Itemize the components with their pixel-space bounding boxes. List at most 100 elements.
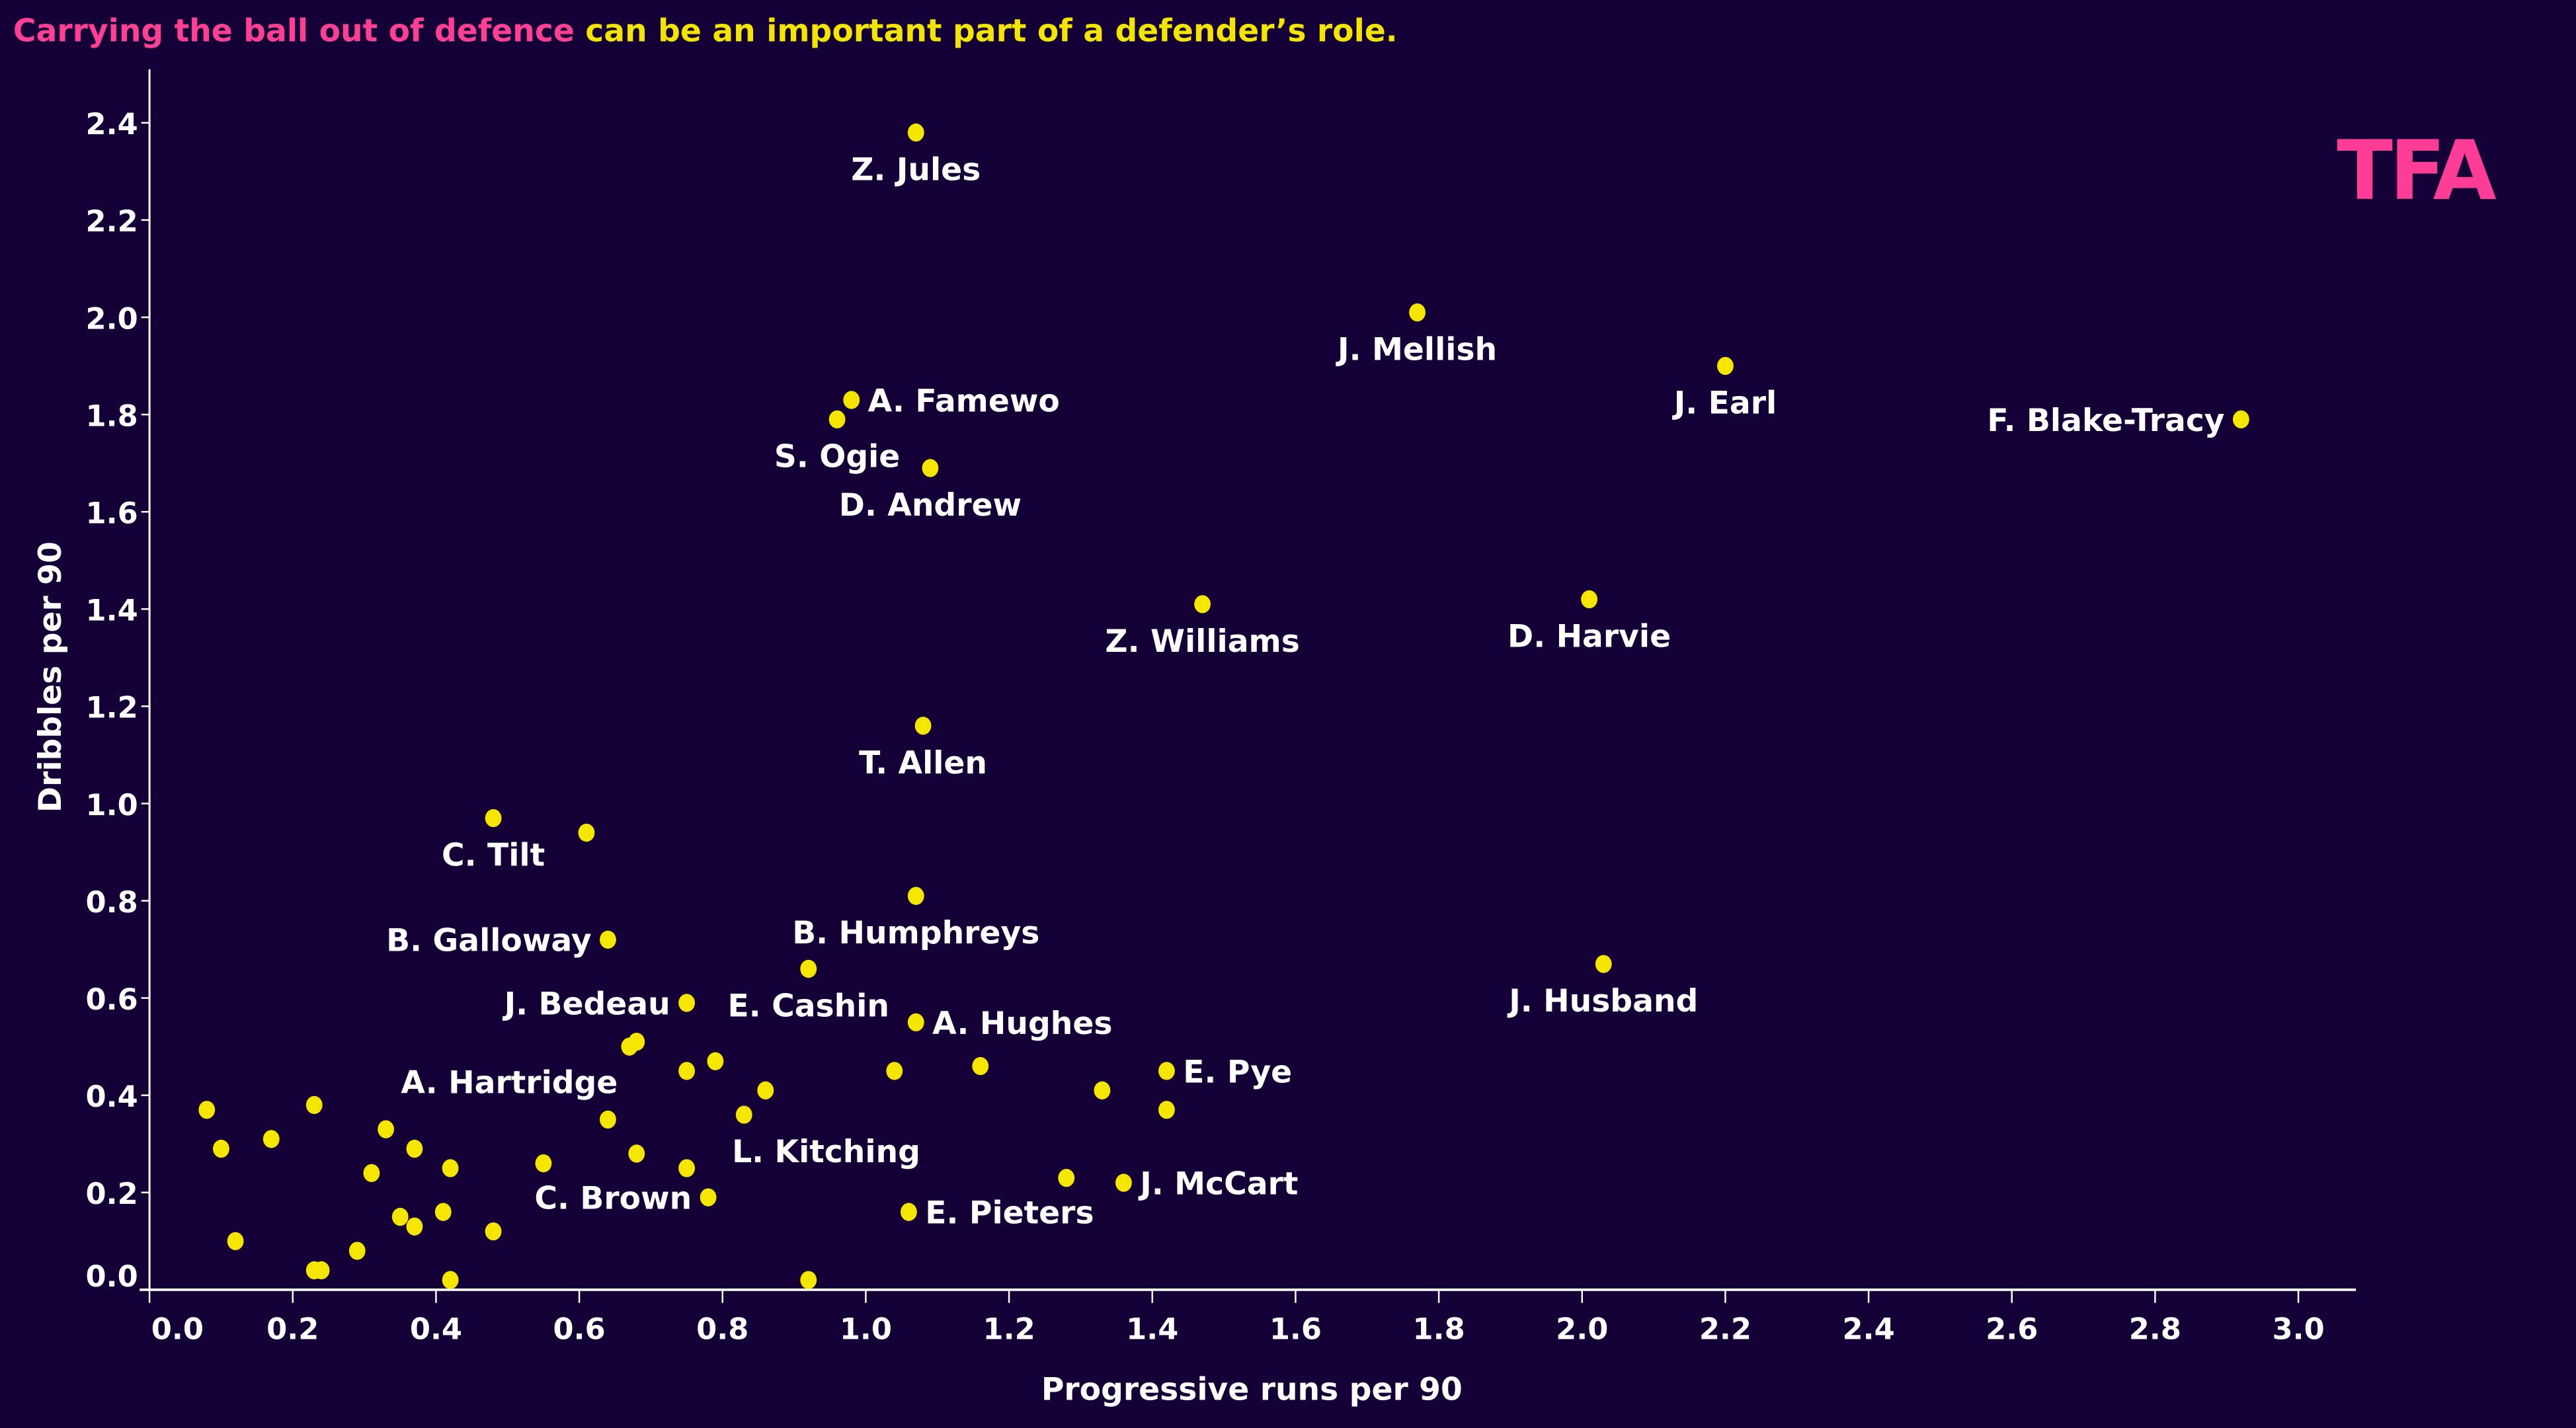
- data-point[interactable]: [678, 1159, 696, 1177]
- point-label: L. Kitching: [732, 1134, 920, 1170]
- data-point[interactable]: [628, 1033, 645, 1051]
- y-tick-label: 1.0: [85, 787, 138, 822]
- data-point[interactable]: [1115, 1173, 1132, 1192]
- y-tick-label: 0.6: [85, 982, 138, 1017]
- tfa-logo: TFA: [2337, 124, 2499, 219]
- y-tick-label: 0.8: [85, 885, 138, 920]
- data-point[interactable]: [313, 1261, 330, 1280]
- data-point[interactable]: [843, 391, 860, 409]
- data-point[interactable]: [907, 1013, 924, 1032]
- data-point[interactable]: [972, 1056, 989, 1076]
- point-label: D. Harvie: [1508, 619, 1671, 655]
- point-label: F. Blake-Tracy: [1987, 403, 2224, 439]
- data-point[interactable]: [2232, 410, 2249, 429]
- data-point[interactable]: [442, 1159, 459, 1177]
- data-point[interactable]: [262, 1130, 280, 1148]
- data-point[interactable]: [348, 1242, 366, 1260]
- data-point[interactable]: [1158, 1101, 1175, 1119]
- point-label: T. Allen: [859, 745, 987, 781]
- x-axis-title: Progressive runs per 90: [1041, 1371, 1463, 1408]
- data-point[interactable]: [198, 1101, 216, 1119]
- x-tick-label: 1.0: [840, 1311, 892, 1346]
- data-point[interactable]: [700, 1188, 717, 1207]
- x-tick-label: 0.0: [151, 1311, 204, 1346]
- point-label: A. Hughes: [932, 1006, 1112, 1042]
- data-point[interactable]: [305, 1095, 323, 1115]
- y-tick-label: 1.2: [85, 690, 138, 725]
- point-label: J. McCart: [1138, 1166, 1298, 1202]
- x-tick-label: 0.2: [266, 1311, 319, 1346]
- y-tick-label: 0.0: [85, 1259, 138, 1294]
- data-point[interactable]: [707, 1052, 724, 1070]
- x-tick-label: 2.4: [1842, 1311, 1894, 1346]
- x-tick-label: 3.0: [2272, 1311, 2324, 1346]
- y-tick-label: 2.4: [85, 106, 138, 141]
- point-label: Z. Jules: [851, 152, 981, 188]
- data-point[interactable]: [735, 1105, 752, 1124]
- data-point[interactable]: [800, 1271, 817, 1289]
- data-point[interactable]: [907, 123, 924, 142]
- point-label: J. Mellish: [1336, 332, 1497, 368]
- data-point[interactable]: [1595, 955, 1612, 973]
- point-label: E. Cashin: [728, 988, 890, 1025]
- point-label: J. Bedeau: [503, 986, 670, 1022]
- data-point[interactable]: [1581, 590, 1598, 609]
- data-point[interactable]: [922, 459, 939, 477]
- x-tick-label: 1.8: [1412, 1311, 1465, 1346]
- data-point[interactable]: [800, 959, 817, 978]
- data-point[interactable]: [1717, 356, 1734, 376]
- x-tick-label: 0.4: [410, 1311, 462, 1346]
- data-point[interactable]: [227, 1232, 244, 1251]
- data-point[interactable]: [1194, 595, 1211, 614]
- point-label: E. Pye: [1183, 1054, 1292, 1090]
- data-point[interactable]: [363, 1164, 380, 1183]
- x-ticks: 0.0 0.2 0.4 0.6 0.8 1.0 1.2 1.4 1.6 1.8 2.0 2.2 2.4 2…: [148, 1289, 2325, 1346]
- point-label: J. Earl: [1672, 385, 1777, 422]
- y-axis-title: Dribbles per 90: [32, 541, 69, 813]
- data-point[interactable]: [485, 1222, 502, 1241]
- y-tick-label: 1.6: [85, 496, 138, 531]
- data-point[interactable]: [578, 823, 595, 842]
- chart-title: Carrying the ball out of defence can be …: [13, 13, 1398, 50]
- point-label: C. Tilt: [442, 838, 545, 874]
- y-tick-label: 1.4: [85, 593, 138, 628]
- title-highlight: Carrying the ball out of defence: [13, 13, 575, 50]
- data-point[interactable]: [1158, 1062, 1175, 1080]
- x-tick-label: 1.2: [983, 1311, 1035, 1346]
- data-point[interactable]: [600, 930, 616, 949]
- point-label: B. Galloway: [386, 923, 591, 959]
- data-point[interactable]: [828, 410, 846, 429]
- data-point[interactable]: [907, 887, 924, 905]
- point-label: A. Hartridge: [401, 1065, 618, 1101]
- point-label: S. Ogie: [774, 438, 900, 475]
- data-point[interactable]: [378, 1120, 395, 1138]
- data-point[interactable]: [485, 809, 502, 828]
- data-point[interactable]: [391, 1207, 409, 1226]
- data-point[interactable]: [901, 1203, 917, 1221]
- data-point[interactable]: [434, 1203, 452, 1221]
- data-point[interactable]: [678, 994, 696, 1012]
- x-tick-label: 0.8: [696, 1311, 748, 1346]
- x-tick-label: 1.6: [1269, 1311, 1322, 1346]
- y-ticks: 0.0 0.2 0.4 0.6 0.8 1.0 1.2 1.4 1.6 1.8 2.0 2.2 2.4: [85, 106, 150, 1294]
- data-point[interactable]: [406, 1139, 423, 1158]
- data-point[interactable]: [1409, 303, 1426, 322]
- point-label: B. Humphreys: [792, 915, 1039, 951]
- data-point[interactable]: [678, 1062, 696, 1080]
- data-point[interactable]: [1058, 1169, 1075, 1187]
- data-point[interactable]: [1094, 1081, 1111, 1100]
- data-point[interactable]: [535, 1154, 552, 1173]
- x-tick-label: 2.8: [2129, 1311, 2181, 1346]
- data-point[interactable]: [406, 1217, 423, 1236]
- x-tick-label: 2.6: [1986, 1311, 2038, 1346]
- y-tick-label: 2.2: [85, 204, 138, 239]
- data-point[interactable]: [914, 717, 932, 735]
- data-point[interactable]: [442, 1271, 459, 1289]
- data-point[interactable]: [628, 1144, 645, 1163]
- data-point[interactable]: [886, 1062, 903, 1080]
- data-point[interactable]: [213, 1139, 229, 1158]
- data-point[interactable]: [757, 1081, 774, 1100]
- data-point[interactable]: [600, 1110, 616, 1129]
